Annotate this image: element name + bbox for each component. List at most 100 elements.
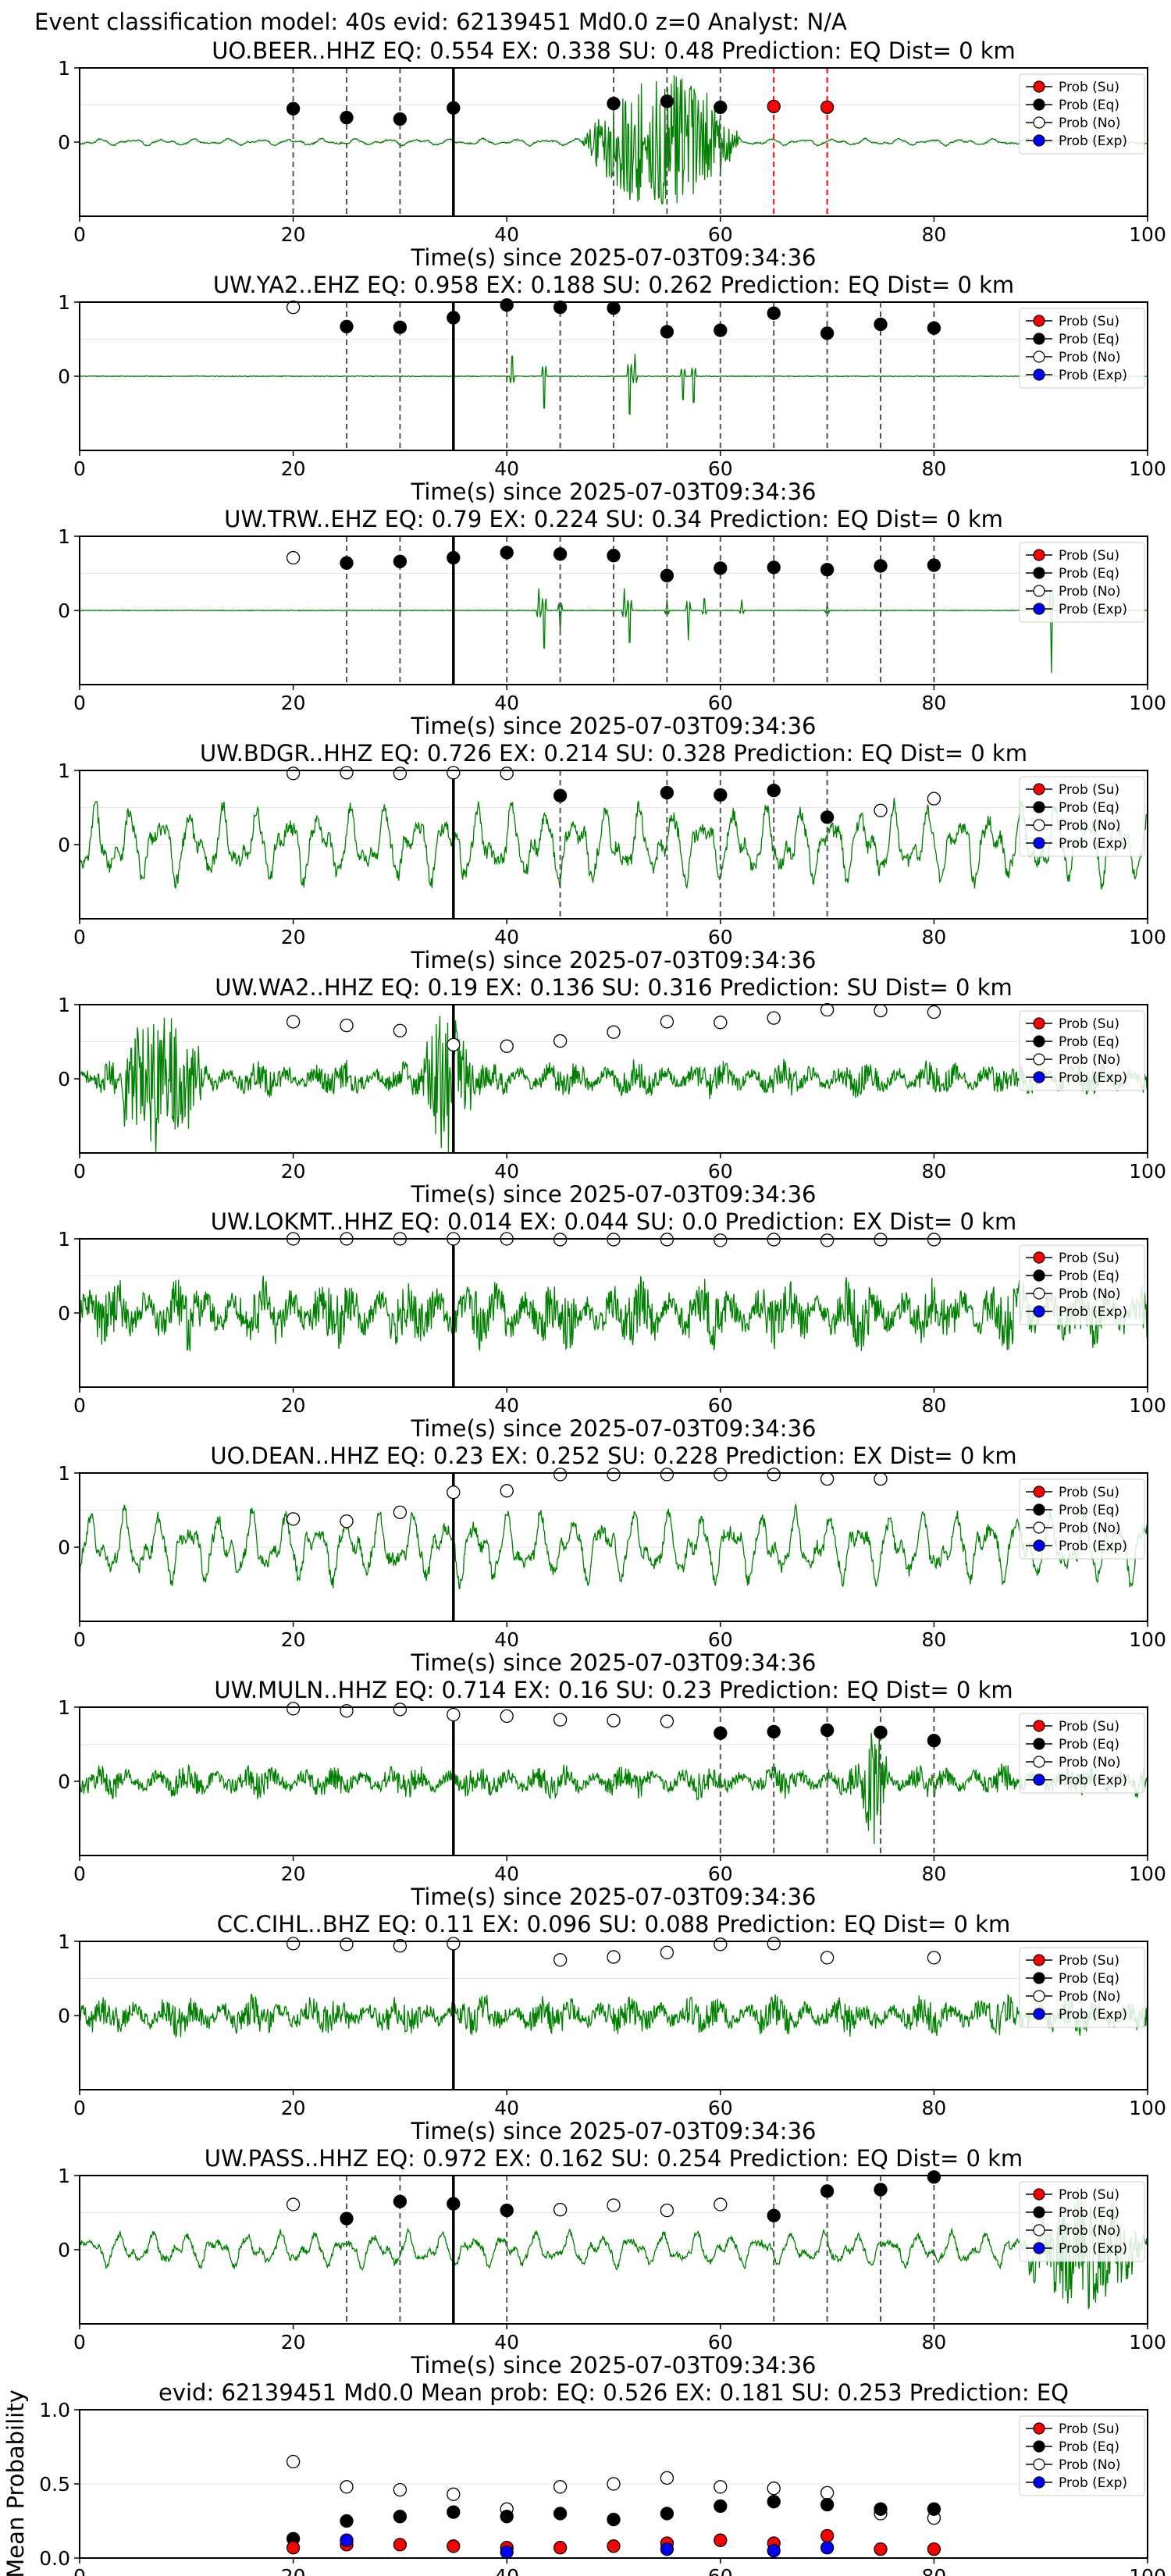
x-tick-label: 40 xyxy=(494,692,519,714)
waveform-trace xyxy=(80,1993,1148,2038)
legend-marker xyxy=(1033,134,1045,147)
legend: Prob (Su) Prob (Eq) Prob (No) Prob (Exp) xyxy=(1019,1010,1145,1091)
point-no xyxy=(500,1484,514,1498)
point-no xyxy=(447,1937,461,1951)
x-axis-label: Time(s) since 2025-07-03T09:34:36 xyxy=(411,1415,817,1442)
x-tick-label: 20 xyxy=(281,2097,306,2119)
point-eq xyxy=(767,560,781,575)
x-tick-label: 60 xyxy=(708,2097,733,2119)
legend-label: Prob (Su) xyxy=(1059,1953,1119,1969)
legend: Prob (Su) Prob (Eq) Prob (No) Prob (Exp) xyxy=(1019,2415,1145,2496)
point-eq xyxy=(447,311,461,325)
legend-label: Prob (Exp) xyxy=(1059,602,1127,617)
legend-marker xyxy=(1033,1720,1045,1732)
point-eq xyxy=(767,306,781,320)
point-su xyxy=(714,2533,728,2547)
point-eq xyxy=(447,2197,461,2211)
point-no xyxy=(553,1468,568,1482)
x-tick-label: 60 xyxy=(708,457,733,480)
point-no xyxy=(714,1937,728,1952)
point-no xyxy=(286,550,301,565)
legend-box xyxy=(1019,776,1145,857)
x-tick-label: 60 xyxy=(708,1863,733,1885)
x-tick-label: 40 xyxy=(494,2331,519,2354)
point-eq xyxy=(286,101,301,116)
point-eq xyxy=(714,1726,728,1740)
legend-label: Prob (No) xyxy=(1059,1286,1121,1302)
x-tick-label: 100 xyxy=(1129,692,1166,714)
waveform-trace xyxy=(80,1016,1148,1153)
x-tick-label: 100 xyxy=(1129,1863,1166,1885)
panel-title: UW.PASS..HHZ EQ: 0.972 EX: 0.162 SU: 0.2… xyxy=(205,2145,1023,2172)
point-no xyxy=(714,1233,728,1247)
point-eq xyxy=(820,1723,835,1738)
x-tick-label: 40 xyxy=(494,223,519,246)
waveform-trace xyxy=(80,1503,1148,1590)
legend-marker xyxy=(1033,801,1045,813)
waveform-trace xyxy=(80,2186,1148,2310)
point-no xyxy=(714,1016,728,1030)
point-eq xyxy=(553,547,568,561)
point-no xyxy=(820,2485,835,2500)
x-tick-label: 20 xyxy=(281,692,306,714)
point-no xyxy=(927,1951,941,1965)
panel-data xyxy=(80,302,1148,450)
legend-label: Prob (Exp) xyxy=(1059,1773,1127,1788)
legend-box xyxy=(1019,1947,1145,2028)
x-tick-label: 100 xyxy=(1129,2331,1166,2354)
point-no xyxy=(286,300,301,315)
legend-marker xyxy=(1033,1503,1045,1516)
point-no xyxy=(447,1707,461,1722)
point-no xyxy=(393,1505,408,1519)
panel-title: CC.CIHL..BHZ EQ: 0.11 EX: 0.096 SU: 0.08… xyxy=(217,1911,1010,1937)
point-no xyxy=(340,1018,354,1033)
x-tick-label: 100 xyxy=(1129,926,1166,948)
y-tick-label: 1 xyxy=(58,760,70,782)
point-eq xyxy=(767,2208,781,2222)
point-no xyxy=(447,1037,461,1051)
point-eq xyxy=(340,110,354,125)
legend-box xyxy=(1019,73,1145,155)
x-tick-label: 0 xyxy=(73,2565,86,2576)
point-exp xyxy=(500,2545,514,2560)
y-tick-label: 0 xyxy=(58,1770,70,1793)
point-no xyxy=(820,1003,835,1017)
y-tick-label: 1 xyxy=(58,525,70,548)
point-eq xyxy=(607,301,621,315)
panels: UO.BEER..HHZ EQ: 0.554 EX: 0.338 SU: 0.4… xyxy=(2,37,1166,2576)
x-tick-label: 40 xyxy=(494,457,519,480)
point-eq xyxy=(393,320,408,334)
legend-label: Prob (No) xyxy=(1059,584,1121,600)
legend-marker xyxy=(1033,2458,1045,2471)
legend-marker xyxy=(1033,80,1045,93)
x-tick-label: 20 xyxy=(281,1160,306,1183)
point-eq xyxy=(340,556,354,570)
point-su xyxy=(553,2541,568,2555)
point-eq xyxy=(447,2505,461,2519)
y-tick-label: 0 xyxy=(58,1536,70,1559)
point-no xyxy=(660,2471,674,2485)
legend-label: Prob (Eq) xyxy=(1059,566,1119,582)
legend-label: Prob (Exp) xyxy=(1059,2007,1127,2023)
legend-label: Prob (No) xyxy=(1059,2223,1121,2239)
legend: Prob (Su) Prob (Eq) Prob (No) Prob (Exp) xyxy=(1019,1244,1145,1325)
x-tick-label: 100 xyxy=(1129,2565,1166,2576)
legend-label: Prob (Exp) xyxy=(1059,836,1127,852)
x-tick-label: 80 xyxy=(921,2565,946,2576)
point-no xyxy=(767,1468,781,1482)
legend-label: Prob (Eq) xyxy=(1059,332,1119,347)
legend-label: Prob (No) xyxy=(1059,818,1121,834)
point-eq xyxy=(393,112,408,126)
point-eq xyxy=(820,563,835,577)
point-no xyxy=(286,1512,301,1526)
panel-title: UW.YA2..EHZ EQ: 0.958 EX: 0.188 SU: 0.26… xyxy=(213,272,1014,298)
x-tick-label: 0 xyxy=(73,1160,86,1183)
legend-marker xyxy=(1033,2188,1045,2201)
point-no xyxy=(767,1937,781,1951)
x-tick-label: 60 xyxy=(708,1394,733,1417)
point-no xyxy=(874,1471,888,1486)
legend-label: Prob (No) xyxy=(1059,2457,1121,2473)
point-eq xyxy=(714,788,728,802)
legend-label: Prob (Eq) xyxy=(1059,1503,1119,1518)
